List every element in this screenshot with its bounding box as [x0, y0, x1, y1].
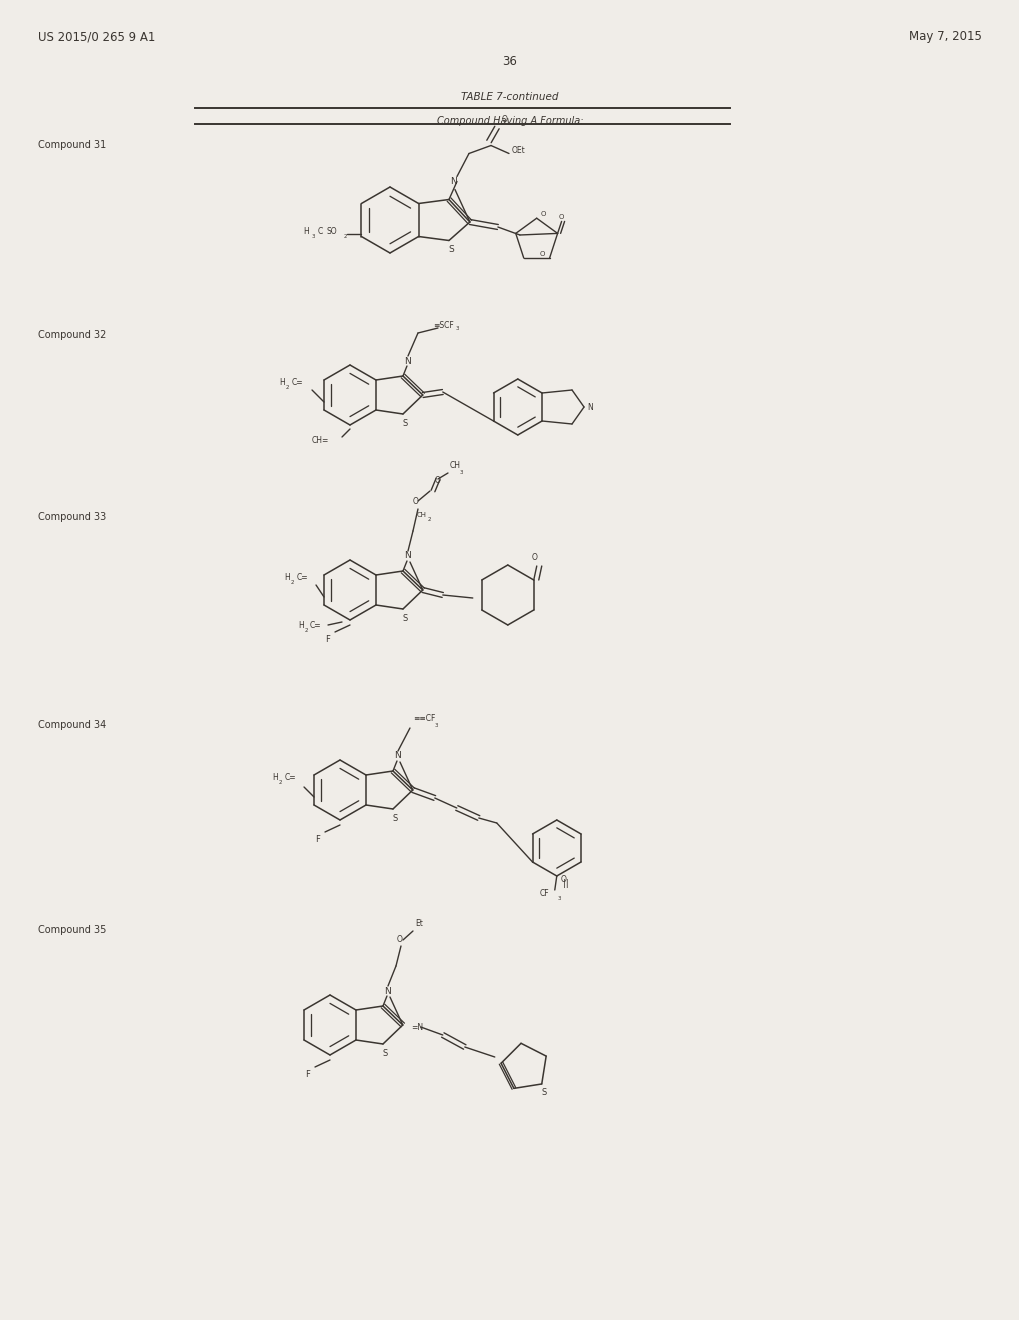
- Text: 36: 36: [502, 55, 517, 69]
- Text: F: F: [315, 836, 320, 843]
- Text: C=: C=: [284, 774, 297, 781]
- Text: 3: 3: [455, 326, 459, 331]
- Text: H: H: [298, 620, 304, 630]
- Text: N: N: [587, 403, 592, 412]
- Text: H: H: [272, 774, 277, 781]
- Text: F: F: [306, 1071, 310, 1078]
- Text: 2: 2: [290, 579, 294, 585]
- Text: N: N: [384, 986, 391, 995]
- Text: O: O: [501, 115, 507, 124]
- Text: S: S: [447, 246, 453, 255]
- Text: =N: =N: [411, 1023, 423, 1031]
- Text: May 7, 2015: May 7, 2015: [908, 30, 981, 44]
- Text: Compound 33: Compound 33: [38, 512, 106, 521]
- Text: Compound 35: Compound 35: [38, 925, 106, 935]
- Text: O: O: [539, 251, 544, 257]
- Text: N: N: [405, 356, 411, 366]
- Text: Compound 32: Compound 32: [38, 330, 106, 341]
- Text: ≡≡CF: ≡≡CF: [413, 714, 435, 723]
- Text: H: H: [303, 227, 309, 235]
- Text: O: O: [396, 935, 403, 944]
- Text: US 2015/0 265 9 A1: US 2015/0 265 9 A1: [38, 30, 155, 44]
- Text: O: O: [413, 498, 419, 506]
- Text: CH=: CH=: [312, 436, 329, 445]
- Text: CH: CH: [417, 512, 427, 517]
- Text: O: O: [434, 477, 440, 484]
- Text: 2: 2: [428, 517, 431, 521]
- Text: Compound 31: Compound 31: [38, 140, 106, 150]
- Text: C=: C=: [297, 573, 309, 582]
- Text: 3: 3: [460, 470, 463, 475]
- Text: O: O: [560, 875, 567, 884]
- Text: N: N: [394, 751, 400, 760]
- Text: 3: 3: [557, 896, 560, 902]
- Text: OEt: OEt: [512, 147, 525, 154]
- Text: 2: 2: [285, 385, 289, 389]
- Text: 3: 3: [311, 234, 315, 239]
- Text: ≡SCF: ≡SCF: [432, 322, 453, 330]
- Text: Et: Et: [415, 919, 423, 928]
- Text: CF: CF: [539, 888, 549, 898]
- Text: O: O: [558, 214, 564, 220]
- Text: CH: CH: [449, 461, 461, 470]
- Text: 2: 2: [279, 780, 282, 785]
- Text: N: N: [450, 177, 457, 186]
- Text: S: S: [401, 614, 408, 623]
- Text: Compound Having A Formula:: Compound Having A Formula:: [436, 116, 583, 125]
- Text: C: C: [317, 227, 322, 235]
- Text: S: S: [382, 1049, 387, 1059]
- Text: H: H: [283, 573, 289, 582]
- Text: O: O: [540, 211, 545, 218]
- Text: H: H: [279, 378, 284, 387]
- Text: 2: 2: [305, 628, 308, 634]
- Text: F: F: [325, 635, 330, 644]
- Text: TABLE 7-continued: TABLE 7-continued: [461, 92, 558, 102]
- Text: S: S: [401, 418, 408, 428]
- Text: C=: C=: [310, 620, 321, 630]
- Text: ||: ||: [562, 879, 568, 888]
- Text: C=: C=: [291, 378, 304, 387]
- Text: SO: SO: [326, 227, 336, 235]
- Text: 2: 2: [343, 234, 346, 239]
- Text: S: S: [392, 814, 397, 822]
- Text: S: S: [541, 1088, 546, 1097]
- Text: N: N: [405, 552, 411, 561]
- Text: 3: 3: [434, 723, 438, 729]
- Text: Compound 34: Compound 34: [38, 719, 106, 730]
- Text: O: O: [531, 553, 537, 562]
